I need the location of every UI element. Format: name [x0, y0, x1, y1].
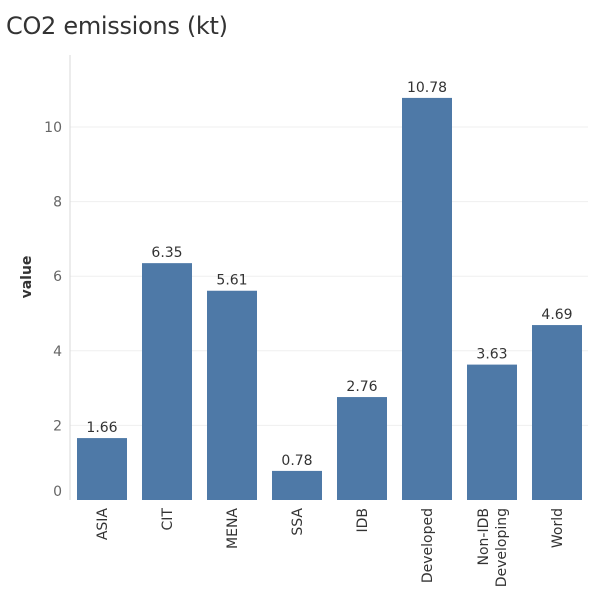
data-label: 4.69	[541, 307, 572, 323]
x-tick-label: SSA	[290, 508, 306, 536]
data-label: 10.78	[407, 80, 447, 96]
x-tick-text: Non-IDB	[476, 508, 492, 565]
x-tick-label: ASIA	[95, 508, 111, 541]
bar	[77, 438, 127, 500]
x-tick-label: IDB	[355, 508, 371, 533]
chart-title: CO2 emissions (kt)	[6, 12, 228, 40]
bar	[337, 397, 387, 500]
x-tick-text: CIT	[160, 508, 176, 531]
x-tick-label: World	[550, 508, 566, 548]
data-label: 3.63	[476, 347, 507, 363]
y-tick-label: 6	[53, 269, 62, 285]
x-tick-text: MENA	[225, 508, 241, 549]
x-axis-ticks: ASIA CIT MENA SSA IDB Developed Non-IDB Develop…	[95, 508, 566, 588]
x-tick-text: SSA	[290, 508, 306, 536]
x-tick-label: Non-IDB Developing	[476, 508, 510, 587]
x-tick-text: ASIA	[95, 508, 111, 541]
x-tick-label: MENA	[225, 508, 241, 549]
data-label: 5.61	[216, 273, 247, 289]
x-tick-text: IDB	[355, 508, 371, 533]
bar	[142, 263, 192, 500]
x-tick-label: CIT	[160, 508, 176, 531]
data-label: 6.35	[151, 245, 182, 261]
bar	[467, 364, 517, 500]
y-tick-label: 10	[44, 120, 62, 136]
y-tick-label: 8	[53, 195, 62, 211]
y-axis-ticks: 0 2 4 6 8 10	[44, 120, 62, 500]
data-labels: 1.66 6.35 5.61 0.78 2.76 10.78 3.63 4.69	[86, 80, 572, 469]
x-tick-text: Developed	[420, 508, 436, 583]
y-tick-label: 0	[53, 484, 62, 500]
data-label: 1.66	[86, 420, 117, 436]
bar	[402, 97, 452, 500]
y-tick-label: 2	[53, 418, 62, 434]
bar	[532, 325, 582, 500]
x-tick-label: Developed	[420, 508, 436, 583]
bars	[77, 97, 582, 500]
data-label: 2.76	[346, 379, 377, 395]
bar	[207, 290, 257, 500]
x-tick-text: Developing	[494, 508, 510, 587]
y-tick-label: 4	[53, 344, 62, 360]
y-axis-label: value	[19, 256, 35, 299]
bar	[272, 470, 322, 500]
x-tick-text: World	[550, 508, 566, 548]
data-label: 0.78	[281, 453, 312, 469]
